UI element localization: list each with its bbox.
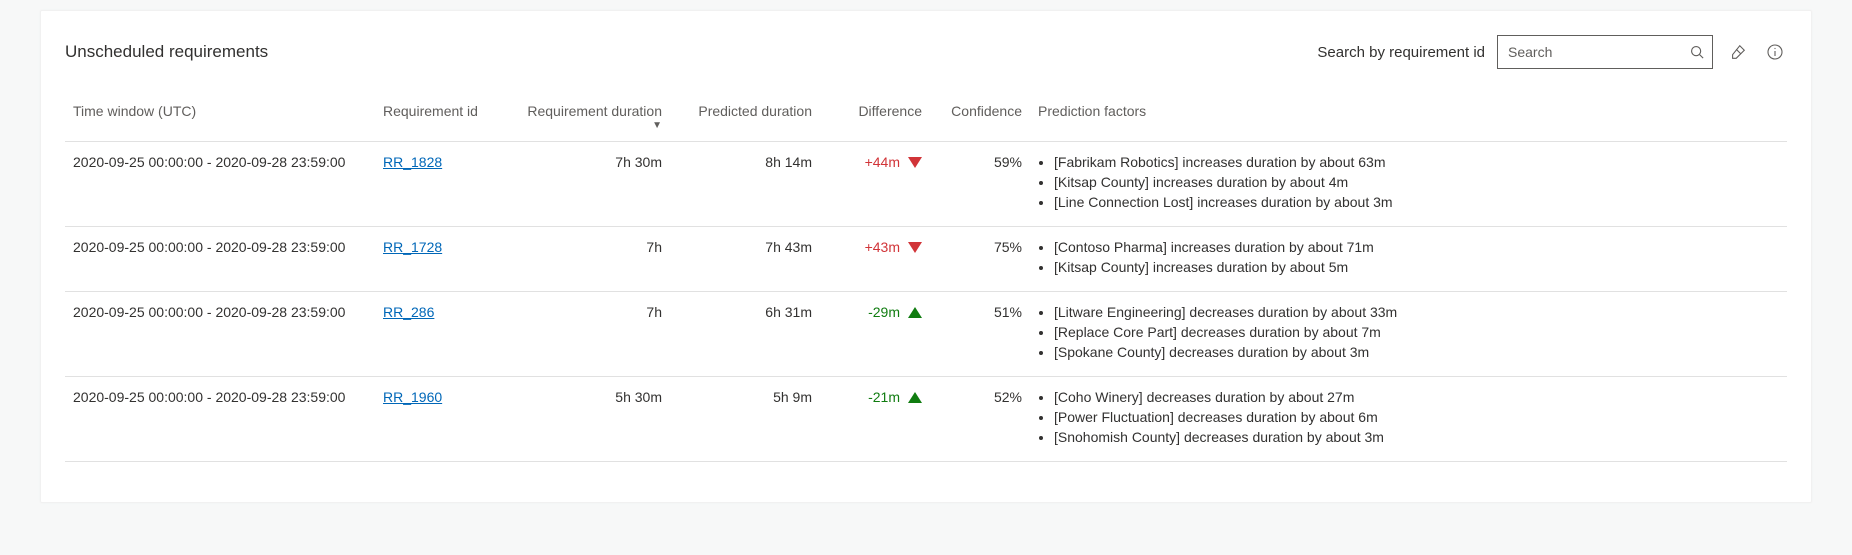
cell-predicted-duration: 8h 14m [670, 142, 820, 227]
col-header-confidence[interactable]: Confidence [930, 95, 1030, 142]
col-header-time[interactable]: Time window (UTC) [65, 95, 375, 142]
cell-requirement-id: RR_1960 [375, 377, 490, 462]
triangle-down-icon [908, 157, 922, 168]
requirement-link[interactable]: RR_1728 [383, 239, 442, 255]
cell-time-window: 2020-09-25 00:00:00 - 2020-09-28 23:59:0… [65, 292, 375, 377]
cell-confidence: 51% [930, 292, 1030, 377]
col-header-duration-label: Requirement duration [527, 103, 662, 119]
difference-value: -21m [868, 389, 900, 405]
cell-requirement-id: RR_1828 [375, 142, 490, 227]
search-box[interactable] [1497, 35, 1713, 69]
difference-value: +44m [865, 154, 900, 170]
cell-predicted-duration: 5h 9m [670, 377, 820, 462]
prediction-factor-item: [Snohomish County] decreases duration by… [1054, 429, 1779, 445]
cell-requirement-id: RR_286 [375, 292, 490, 377]
prediction-factor-item: [Power Fluctuation] decreases duration b… [1054, 409, 1779, 425]
search-label: Search by requirement id [1317, 44, 1485, 61]
prediction-factor-item: [Kitsap County] increases duration by ab… [1054, 174, 1779, 190]
cell-time-window: 2020-09-25 00:00:00 - 2020-09-28 23:59:0… [65, 227, 375, 292]
col-header-req[interactable]: Requirement id [375, 95, 490, 142]
table-row: 2020-09-25 00:00:00 - 2020-09-28 23:59:0… [65, 227, 1787, 292]
cell-prediction-factors: [Fabrikam Robotics] increases duration b… [1030, 142, 1787, 227]
cell-prediction-factors: [Coho Winery] decreases duration by abou… [1030, 377, 1787, 462]
cell-difference: -29m [820, 292, 930, 377]
panel-title: Unscheduled requirements [65, 42, 268, 62]
cell-requirement-duration: 7h [490, 227, 670, 292]
difference-value: +43m [865, 239, 900, 255]
triangle-up-icon [908, 392, 922, 403]
cell-requirement-duration: 7h [490, 292, 670, 377]
cell-confidence: 75% [930, 227, 1030, 292]
info-icon[interactable] [1763, 44, 1787, 60]
cell-predicted-duration: 7h 43m [670, 227, 820, 292]
eraser-icon[interactable] [1725, 43, 1751, 61]
triangle-down-icon [908, 242, 922, 253]
prediction-factor-item: [Kitsap County] increases duration by ab… [1054, 259, 1779, 275]
search-icon[interactable] [1690, 45, 1704, 59]
requirements-table: Time window (UTC) Requirement id Require… [65, 95, 1787, 462]
prediction-factor-item: [Spokane County] decreases duration by a… [1054, 344, 1779, 360]
prediction-factor-item: [Coho Winery] decreases duration by abou… [1054, 389, 1779, 405]
prediction-factor-item: [Replace Core Part] decreases duration b… [1054, 324, 1779, 340]
search-area: Search by requirement id [1317, 35, 1787, 69]
requirement-link[interactable]: RR_1960 [383, 389, 442, 405]
cell-requirement-duration: 5h 30m [490, 377, 670, 462]
cell-difference: +44m [820, 142, 930, 227]
cell-difference: -21m [820, 377, 930, 462]
col-header-predicted[interactable]: Predicted duration [670, 95, 820, 142]
table-row: 2020-09-25 00:00:00 - 2020-09-28 23:59:0… [65, 142, 1787, 227]
panel-header: Unscheduled requirements Search by requi… [65, 35, 1787, 69]
difference-value: -29m [868, 304, 900, 320]
cell-confidence: 59% [930, 142, 1030, 227]
cell-requirement-duration: 7h 30m [490, 142, 670, 227]
col-header-difference[interactable]: Difference [820, 95, 930, 142]
requirement-link[interactable]: RR_1828 [383, 154, 442, 170]
prediction-factor-item: [Contoso Pharma] increases duration by a… [1054, 239, 1779, 255]
prediction-factor-item: [Litware Engineering] decreases duration… [1054, 304, 1779, 320]
search-input[interactable] [1498, 36, 1712, 68]
cell-time-window: 2020-09-25 00:00:00 - 2020-09-28 23:59:0… [65, 142, 375, 227]
table-row: 2020-09-25 00:00:00 - 2020-09-28 23:59:0… [65, 292, 1787, 377]
col-header-factors[interactable]: Prediction factors [1030, 95, 1787, 142]
table-row: 2020-09-25 00:00:00 - 2020-09-28 23:59:0… [65, 377, 1787, 462]
prediction-factor-item: [Line Connection Lost] increases duratio… [1054, 194, 1779, 210]
requirement-link[interactable]: RR_286 [383, 304, 434, 320]
cell-difference: +43m [820, 227, 930, 292]
table-header-row: Time window (UTC) Requirement id Require… [65, 95, 1787, 142]
prediction-factor-item: [Fabrikam Robotics] increases duration b… [1054, 154, 1779, 170]
col-header-duration[interactable]: Requirement duration ▼ [490, 95, 670, 142]
cell-prediction-factors: [Contoso Pharma] increases duration by a… [1030, 227, 1787, 292]
cell-confidence: 52% [930, 377, 1030, 462]
cell-time-window: 2020-09-25 00:00:00 - 2020-09-28 23:59:0… [65, 377, 375, 462]
cell-prediction-factors: [Litware Engineering] decreases duration… [1030, 292, 1787, 377]
cell-requirement-id: RR_1728 [375, 227, 490, 292]
triangle-up-icon [908, 307, 922, 318]
sort-descending-icon: ▼ [498, 121, 662, 131]
cell-predicted-duration: 6h 31m [670, 292, 820, 377]
unscheduled-requirements-panel: Unscheduled requirements Search by requi… [40, 10, 1812, 503]
